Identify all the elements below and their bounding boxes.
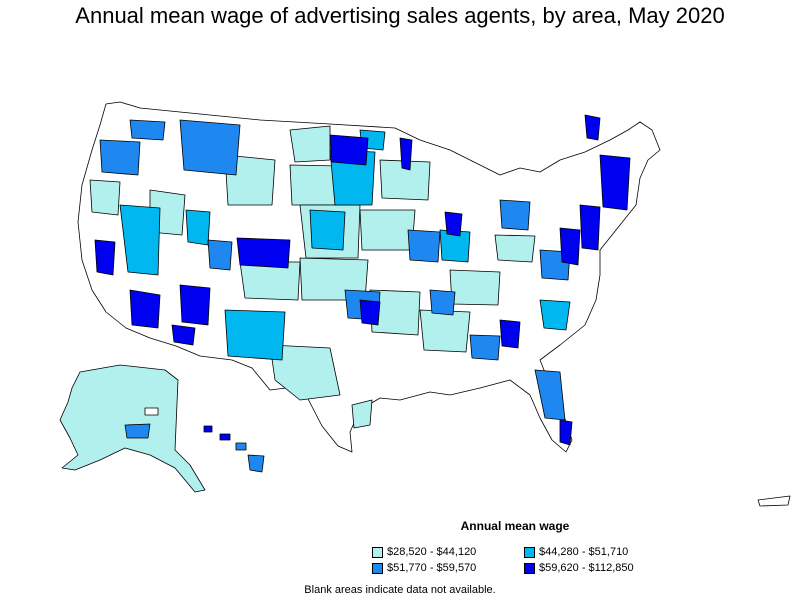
legend-swatch — [372, 562, 383, 574]
legend-swatch — [524, 562, 535, 574]
legend: $28,520 - $44,120 $44,280 - $51,710 $51,… — [372, 545, 692, 577]
legend-swatch — [524, 546, 535, 558]
legend-item-bin-3: $51,770 - $59,570 — [372, 561, 476, 575]
legend-label: $28,520 - $44,120 — [387, 546, 477, 558]
map-title: Annual mean wage of advertising sales ag… — [75, 3, 725, 28]
legend-label: $51,770 - $59,570 — [387, 562, 477, 574]
legend-label: $44,280 - $51,710 — [539, 546, 629, 558]
contiguous-us-outline — [77, 101, 661, 453]
legend-item-bin-2: $44,280 - $51,710 — [524, 545, 628, 559]
legend-swatch — [372, 546, 383, 558]
legend-label: $59,620 - $112,850 — [539, 562, 634, 574]
hawaii-outline — [203, 425, 213, 433]
legend-item-bin-4: $59,620 - $112,850 — [524, 561, 634, 575]
puerto-rico-outline — [757, 495, 791, 507]
footnote: Blank areas indicate data not available. — [304, 584, 496, 596]
legend-title: Annual mean wage — [460, 519, 570, 533]
legend-item-bin-1: $28,520 - $44,120 — [372, 545, 476, 559]
